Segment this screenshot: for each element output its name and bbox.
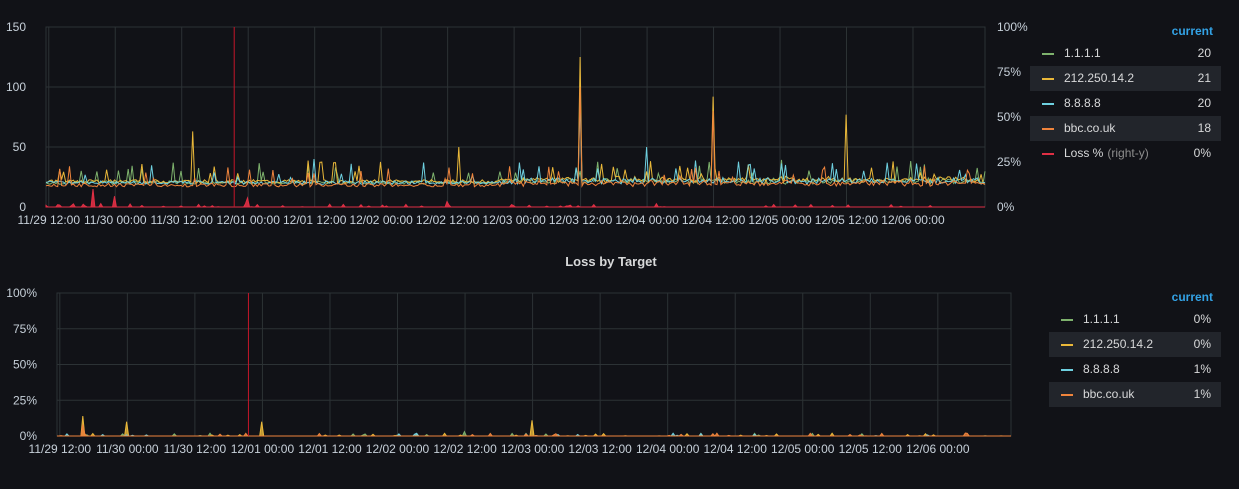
legend-label: 8.8.8.8	[1083, 362, 1120, 376]
legend-label: 1.1.1.1	[1083, 312, 1120, 326]
legend-current-value: 18	[1197, 121, 1211, 135]
series-loss-	[45, 188, 985, 208]
legend-current-value: 0%	[1193, 146, 1211, 160]
series-bbc-co-uk	[45, 86, 986, 188]
x-tick-label: 12/04 12:00	[682, 213, 746, 227]
legend-swatch	[1061, 344, 1073, 346]
legend-label: bbc.co.uk	[1064, 121, 1116, 135]
x-tick-label: 12/02 00:00	[366, 442, 430, 456]
series-8-8-8-8	[45, 98, 986, 186]
y2-tick-label: 25%	[997, 155, 1021, 169]
series-212-250-14-2	[45, 56, 986, 185]
legend-label: 8.8.8.8	[1064, 96, 1101, 110]
loss-legend: current 1.1.1.1 0% 212.250.14.2 0% 8.8.8.8 1%…	[1049, 290, 1221, 410]
y-tick-label: 50%	[13, 358, 37, 372]
legend-item[interactable]: bbc.co.uk 1%	[1049, 382, 1221, 407]
y-tick-label: 25%	[13, 393, 37, 407]
x-tick-label: 12/04 12:00	[704, 442, 768, 456]
legend-item[interactable]: 1.1.1.1 20	[1030, 41, 1221, 66]
panel-title: Loss by Target	[565, 254, 657, 269]
y-tick-label: 100	[6, 80, 26, 94]
legend-current-value: 1%	[1193, 362, 1211, 376]
legend-label: 212.250.14.2	[1083, 337, 1154, 351]
legend-axis-note: (right-y)	[1107, 146, 1149, 160]
x-tick-label: 11/30 00:00	[96, 442, 159, 456]
x-tick-label: 12/05 00:00	[748, 213, 812, 227]
legend-swatch	[1061, 319, 1073, 321]
y2-tick-label: 100%	[997, 20, 1028, 34]
x-tick-label: 12/01 12:00	[283, 213, 347, 227]
loss-chart: 0% 25% 50% 75% 100% 11/29 12:00 11/30 00:00 11/…	[6, 286, 1012, 456]
legend-label: 212.250.14.2	[1064, 71, 1135, 85]
legend-label: Loss % (right-y)	[1064, 146, 1149, 160]
x-tick-label: 12/02 12:00	[416, 213, 480, 227]
y-tick-label: 100%	[6, 286, 37, 300]
x-tick-label: 12/05 12:00	[839, 442, 903, 456]
legend-swatch	[1042, 103, 1054, 105]
x-tick-label: 12/05 00:00	[771, 442, 835, 456]
loss-panel: Loss by Target 0% 25% 50% 75% 100% 11/29 12:0…	[0, 240, 1239, 489]
x-tick-label: 11/29 12:00	[29, 442, 92, 456]
x-tick-label: 12/03 12:00	[549, 213, 613, 227]
legend-swatch	[1042, 78, 1054, 80]
x-tick-label: 12/03 12:00	[568, 442, 632, 456]
x-tick-label: 12/02 00:00	[349, 213, 413, 227]
legend-current-value: 20	[1197, 96, 1211, 110]
legend-swatch	[1061, 369, 1073, 371]
x-tick-label: 11/30 12:00	[150, 213, 213, 227]
legend-current-value: 1%	[1193, 387, 1211, 401]
x-tick-label: 12/03 00:00	[501, 442, 565, 456]
legend-current-value: 20	[1197, 46, 1211, 60]
y2-tick-label: 0%	[997, 200, 1015, 214]
x-tick-label: 12/06 00:00	[881, 213, 945, 227]
y2-tick-label: 50%	[997, 110, 1021, 124]
legend-current-value: 21	[1197, 71, 1211, 85]
legend-swatch	[1042, 53, 1054, 55]
x-tick-label: 12/02 12:00	[433, 442, 497, 456]
latency-legend: current 1.1.1.1 20 212.250.14.2 21 8.8.8.8 20…	[1030, 24, 1221, 169]
y-tick-label: 0	[19, 200, 26, 214]
x-tick-label: 11/29 12:00	[18, 213, 81, 227]
legend-swatch	[1042, 128, 1054, 130]
x-tick-label: 12/01 00:00	[217, 213, 281, 227]
x-tick-label: 11/30 00:00	[84, 213, 147, 227]
x-tick-label: 12/03 00:00	[482, 213, 546, 227]
legend-current-value: 0%	[1193, 312, 1211, 326]
legend-current-value: 0%	[1193, 337, 1211, 351]
x-tick-label: 12/05 12:00	[815, 213, 879, 227]
x-tick-label: 12/01 00:00	[231, 442, 295, 456]
legend-item[interactable]: 1.1.1.1 0%	[1049, 307, 1221, 332]
legend-item[interactable]: 212.250.14.2 21	[1030, 66, 1221, 91]
series-212-250-14-2	[57, 415, 1011, 437]
legend-header-current[interactable]: current	[1171, 24, 1213, 38]
y-tick-label: 150	[6, 20, 26, 34]
y-tick-label: 75%	[13, 322, 37, 336]
legend-swatch	[1042, 153, 1054, 155]
legend-item[interactable]: bbc.co.uk 18	[1030, 116, 1221, 141]
y-tick-label: 50	[13, 140, 27, 154]
x-tick-label: 12/01 12:00	[298, 442, 362, 456]
series-bbc-co-uk	[57, 424, 1011, 437]
y-tick-label: 0%	[20, 429, 38, 443]
x-tick-label: 12/04 00:00	[636, 442, 700, 456]
legend-header-current[interactable]: current	[1171, 290, 1213, 304]
legend-label: bbc.co.uk	[1083, 387, 1135, 401]
legend-swatch	[1061, 394, 1073, 396]
x-tick-label: 12/06 00:00	[906, 442, 970, 456]
legend-item[interactable]: 212.250.14.2 0%	[1049, 332, 1221, 357]
x-tick-label: 11/30 12:00	[164, 442, 227, 456]
x-tick-label: 12/04 00:00	[615, 213, 679, 227]
y2-tick-label: 75%	[997, 65, 1021, 79]
legend-item[interactable]: 8.8.8.8 1%	[1049, 357, 1221, 382]
legend-item[interactable]: 8.8.8.8 20	[1030, 91, 1221, 116]
legend-item[interactable]: Loss % (right-y) 0%	[1030, 141, 1221, 166]
legend-label: 1.1.1.1	[1064, 46, 1101, 60]
latency-panel: 0 50 100 150 0% 25% 50% 75% 100% 11/29 12:00 11/30…	[0, 0, 1239, 240]
